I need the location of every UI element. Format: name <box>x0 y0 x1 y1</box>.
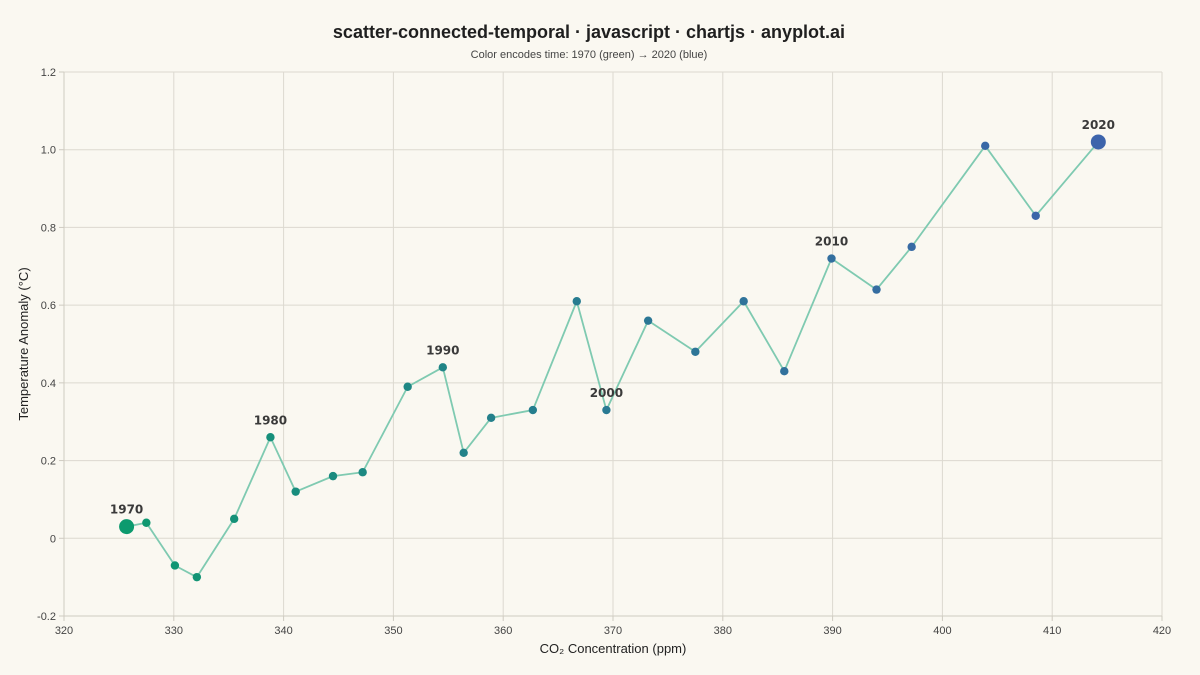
data-point <box>192 572 202 582</box>
data-point <box>643 316 653 325</box>
data-point <box>572 297 581 306</box>
y-tick-label: 1.0 <box>41 145 56 157</box>
connecting-line-segment <box>441 366 465 454</box>
chart-subtitle: Color encodes time: 1970 (green) → 2020 … <box>471 49 708 61</box>
data-point <box>907 242 916 252</box>
connecting-line-segment <box>875 245 913 291</box>
connecting-line-segment <box>233 436 272 520</box>
start-point <box>119 519 135 535</box>
connecting-line-segment <box>647 319 697 353</box>
year-label-1970: 1970 <box>110 503 143 517</box>
connecting-line-segment <box>269 436 297 493</box>
y-tick-label: 0.2 <box>41 456 56 468</box>
data-point <box>739 297 748 306</box>
data-point <box>459 448 468 457</box>
data-point <box>827 254 836 263</box>
connecting-line-segment <box>1034 141 1100 217</box>
y-tick-label: 0.6 <box>41 300 56 312</box>
data-point <box>328 471 338 481</box>
data-point <box>780 367 789 376</box>
x-tick-label: 340 <box>274 625 292 637</box>
data-point <box>291 487 300 496</box>
year-label-1980: 1980 <box>254 413 287 427</box>
data-point <box>981 141 990 151</box>
connecting-line-segment <box>984 144 1037 217</box>
tick-labels: 320 330 340 350 360 370 380 390 400 410 420 -0.2 0 0.… <box>37 67 1171 637</box>
y-tick-label: 1.2 <box>41 67 56 79</box>
data-point <box>266 433 275 442</box>
connecting-line-segment <box>783 257 833 373</box>
connecting-line-segment <box>145 521 176 567</box>
connecting-line-segment <box>830 257 878 291</box>
x-tick-label: 350 <box>384 625 402 637</box>
y-tick-label: 0.8 <box>41 222 56 234</box>
year-label-2000: 2000 <box>590 386 623 400</box>
connecting-line-segment <box>195 517 236 579</box>
x-tick-label: 390 <box>823 625 841 637</box>
x-tick-label: 420 <box>1153 625 1171 637</box>
connecting-line-segment <box>605 319 650 411</box>
chart-title: scatter-connected-temporal · javascript … <box>333 22 845 42</box>
x-tick-label: 400 <box>933 625 951 637</box>
x-tick-label: 320 <box>55 625 73 637</box>
data-point <box>1031 211 1040 220</box>
connecting-line-segment <box>742 300 786 373</box>
x-axis-label: CO₂ Concentration (ppm) <box>540 641 687 656</box>
y-tick-label: -0.2 <box>37 611 56 623</box>
connecting-line-segment <box>462 416 493 454</box>
data-point <box>170 561 180 570</box>
x-tick-label: 380 <box>714 625 732 637</box>
data-points <box>119 134 1106 582</box>
data-point <box>691 347 700 356</box>
x-tick-label: 360 <box>494 625 512 637</box>
data-point <box>403 382 412 391</box>
connecting-line-segment <box>910 144 987 248</box>
data-point <box>438 363 448 372</box>
data-point <box>358 468 367 477</box>
connecting-line-segment <box>406 366 444 388</box>
x-tick-label: 410 <box>1043 625 1061 637</box>
year-label-1990: 1990 <box>426 343 459 357</box>
year-labels: 1970 1980 1990 2000 2010 2020 <box>110 118 1115 517</box>
data-point <box>229 514 239 524</box>
grid-layer <box>59 71 1163 621</box>
year-label-2010: 2010 <box>815 235 848 249</box>
data-point <box>142 518 151 527</box>
y-tick-label: 0 <box>50 533 56 545</box>
connecting-line-segment <box>694 300 745 353</box>
y-tick-label: 0.4 <box>41 378 56 390</box>
connecting-line-segment <box>531 300 578 411</box>
connecting-line-segment <box>332 471 364 478</box>
end-point <box>1090 134 1106 150</box>
data-point <box>602 405 611 415</box>
connecting-line-segment <box>294 475 334 493</box>
year-label-2020: 2020 <box>1082 118 1115 132</box>
connecting-line-segment <box>361 385 409 474</box>
data-point <box>528 405 538 415</box>
x-tick-label: 330 <box>165 625 183 637</box>
connecting-line-segment <box>575 300 608 411</box>
data-point <box>872 285 881 294</box>
connecting-line-layer <box>125 141 1100 579</box>
connecting-line-segment <box>490 409 534 419</box>
y-axis-label: Temperature Anomaly (°C) <box>16 267 31 420</box>
x-tick-label: 370 <box>604 625 622 637</box>
data-point <box>486 413 496 423</box>
